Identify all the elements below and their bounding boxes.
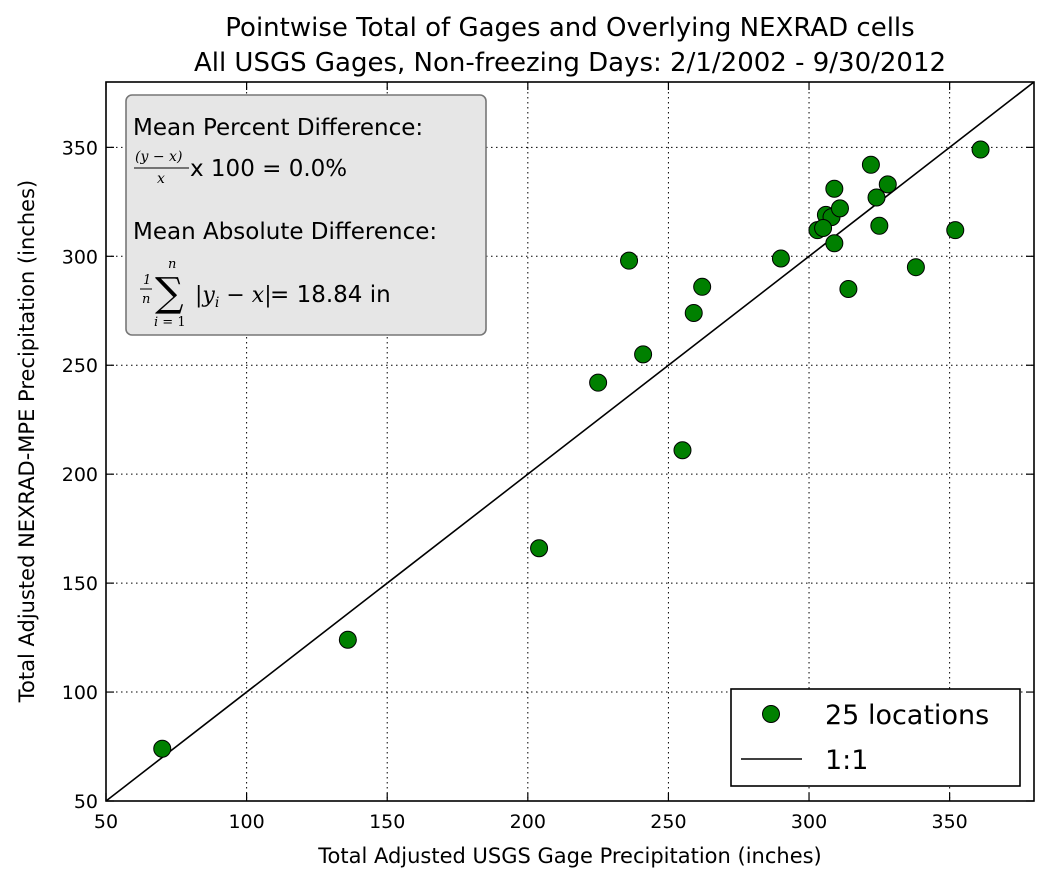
legend-label-locations: 25 locations <box>825 700 989 731</box>
formula-abs: |yi − x| <box>195 283 272 311</box>
data-point <box>589 373 608 392</box>
x-tick-label: 100 <box>228 811 264 833</box>
y-tick-label: 50 <box>74 791 98 813</box>
plot-frame <box>105 81 1035 802</box>
formula-sum-lower: i = 1 <box>154 315 186 330</box>
data-point <box>684 303 703 322</box>
data-point <box>338 630 357 649</box>
annotation-background <box>125 94 487 336</box>
data-point <box>814 218 833 237</box>
x-tick-labels: 50 100 150 200 250 300 350 <box>94 811 968 833</box>
y-tick-label: 200 <box>62 464 98 486</box>
x-tick-label: 150 <box>369 811 405 833</box>
y-axis-title: Total Adjusted NEXRAD-MPE Precipitation … <box>15 180 39 703</box>
formula-n: n <box>142 292 150 307</box>
data-point <box>971 140 990 159</box>
absolute-difference-title: Mean Absolute Difference: <box>133 219 437 245</box>
data-point <box>153 739 172 758</box>
formula-denominator: x <box>157 171 165 187</box>
data-point <box>830 199 849 218</box>
y-tick-label: 250 <box>62 355 98 377</box>
data-point <box>620 251 639 270</box>
data-point <box>861 155 880 174</box>
legend-label-one-to-one: 1:1 <box>825 745 868 776</box>
chart-subtitle: All USGS Gages, Non-freezing Days: 2/1/2… <box>194 48 946 78</box>
formula-one: 1 <box>143 273 151 288</box>
data-point <box>878 175 897 194</box>
data-point <box>530 539 549 558</box>
data-point <box>906 258 925 277</box>
data-point <box>946 221 965 240</box>
y-tick-labels: 50 100 150 200 250 300 350 <box>62 137 98 813</box>
data-point <box>825 234 844 253</box>
data-point <box>839 279 858 298</box>
legend-marker-locations <box>762 705 780 723</box>
y-tick-label: 350 <box>62 137 98 159</box>
data-points <box>153 140 990 758</box>
absolute-difference-value: = 18.84 in <box>270 282 391 308</box>
percent-difference-value: x 100 = 0.0% <box>190 156 347 182</box>
formula-numerator: (y − x) <box>135 149 182 165</box>
statistics-annotation-box: Mean Percent Difference: (y − x) x x 100… <box>125 94 487 336</box>
absolute-difference-formula: 1 n n ∑ i = 1 |yi − x| <box>140 257 272 330</box>
percent-difference-formula: (y − x) x <box>134 149 189 187</box>
x-tick-label: 250 <box>650 811 686 833</box>
data-point <box>634 345 653 364</box>
data-point <box>693 277 712 296</box>
chart-title: Pointwise Total of Gages and Overlying N… <box>225 13 914 43</box>
x-axis-title: Total Adjusted USGS Gage Precipitation (… <box>317 844 822 868</box>
x-tick-label: 200 <box>510 811 546 833</box>
formula-sum-sign: ∑ <box>155 270 184 316</box>
data-point <box>825 179 844 198</box>
x-tick-label: 50 <box>94 811 118 833</box>
legend: 25 locations 1:1 <box>730 688 1021 787</box>
data-point <box>867 188 886 207</box>
legend-frame <box>730 688 1021 787</box>
y-tick-label: 300 <box>62 246 98 268</box>
percent-difference-title: Mean Percent Difference: <box>133 115 423 141</box>
x-tick-label: 350 <box>932 811 968 833</box>
formula-sum-upper: n <box>168 257 176 272</box>
y-tick-label: 100 <box>62 682 98 704</box>
y-tick-label: 150 <box>62 573 98 595</box>
data-point <box>771 249 790 268</box>
data-point <box>673 441 692 460</box>
x-tick-label: 300 <box>791 811 827 833</box>
data-point <box>870 216 889 235</box>
